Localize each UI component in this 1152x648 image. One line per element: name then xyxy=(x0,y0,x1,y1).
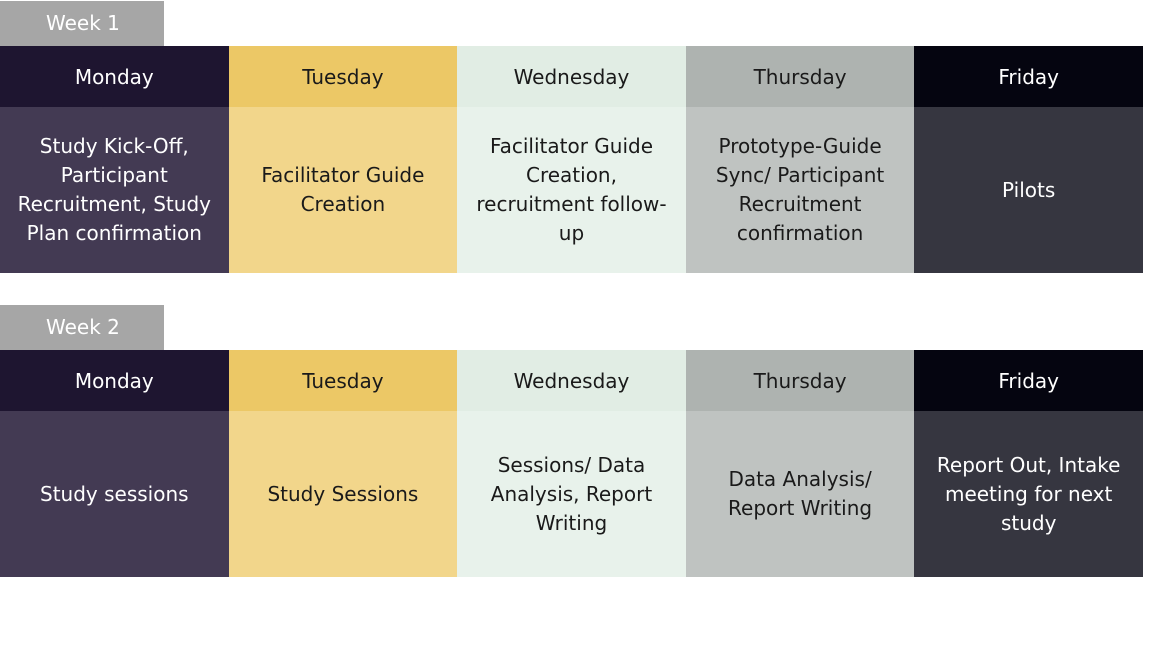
week-2-friday-header: Friday xyxy=(914,350,1143,411)
week-1-label: Week 1 xyxy=(0,1,164,46)
week-1-monday-column: Monday Study Kick-Off, Participant Recru… xyxy=(0,46,229,273)
week-2-thursday-task: Data Analysis/ Report Writing xyxy=(685,411,915,577)
week-1-wednesday-task: Facilitator Guide Creation, recruitment … xyxy=(457,107,686,273)
week-1-monday-task: Study Kick-Off, Participant Recruitment,… xyxy=(0,107,229,273)
week-1-grid: Monday Study Kick-Off, Participant Recru… xyxy=(0,46,1143,273)
week-2-monday-header: Monday xyxy=(0,350,229,411)
week-2-tuesday-header: Tuesday xyxy=(228,350,458,411)
week-2-wednesday-header: Wednesday xyxy=(457,350,686,411)
week-1-wednesday-column: Wednesday Facilitator Guide Creation, re… xyxy=(457,46,686,273)
week-1-thursday-column: Thursday Prototype-Guide Sync/ Participa… xyxy=(685,46,915,273)
week-1-friday-task: Pilots xyxy=(914,107,1143,273)
week-1-block: Week 1 Monday Study Kick-Off, Participan… xyxy=(0,1,1143,273)
week-1-tuesday-header: Tuesday xyxy=(228,46,458,107)
week-2-monday-task: Study sessions xyxy=(0,411,229,577)
week-2-thursday-header: Thursday xyxy=(685,350,915,411)
week-1-friday-header: Friday xyxy=(914,46,1143,107)
week-2-tuesday-column: Tuesday Study Sessions xyxy=(228,350,458,577)
week-1-monday-header: Monday xyxy=(0,46,229,107)
week-1-thursday-header: Thursday xyxy=(685,46,915,107)
week-1-friday-column: Friday Pilots xyxy=(914,46,1143,273)
week-2-wednesday-task: Sessions/ Data Analysis, Report Writing xyxy=(457,411,686,577)
week-2-grid: Monday Study sessions Tuesday Study Sess… xyxy=(0,350,1143,577)
week-1-wednesday-header: Wednesday xyxy=(457,46,686,107)
week-1-tuesday-task: Facilitator Guide Creation xyxy=(228,107,458,273)
week-2-thursday-column: Thursday Data Analysis/ Report Writing xyxy=(685,350,915,577)
week-2-friday-column: Friday Report Out, Intake meeting for ne… xyxy=(914,350,1143,577)
week-2-label: Week 2 xyxy=(0,305,164,350)
week-1-thursday-task: Prototype-Guide Sync/ Participant Recrui… xyxy=(685,107,915,273)
week-2-block: Week 2 Monday Study sessions Tuesday Stu… xyxy=(0,305,1143,577)
week-2-wednesday-column: Wednesday Sessions/ Data Analysis, Repor… xyxy=(457,350,686,577)
week-1-tuesday-column: Tuesday Facilitator Guide Creation xyxy=(228,46,458,273)
week-2-tuesday-task: Study Sessions xyxy=(228,411,458,577)
week-2-monday-column: Monday Study sessions xyxy=(0,350,229,577)
week-2-friday-task: Report Out, Intake meeting for next stud… xyxy=(914,411,1143,577)
